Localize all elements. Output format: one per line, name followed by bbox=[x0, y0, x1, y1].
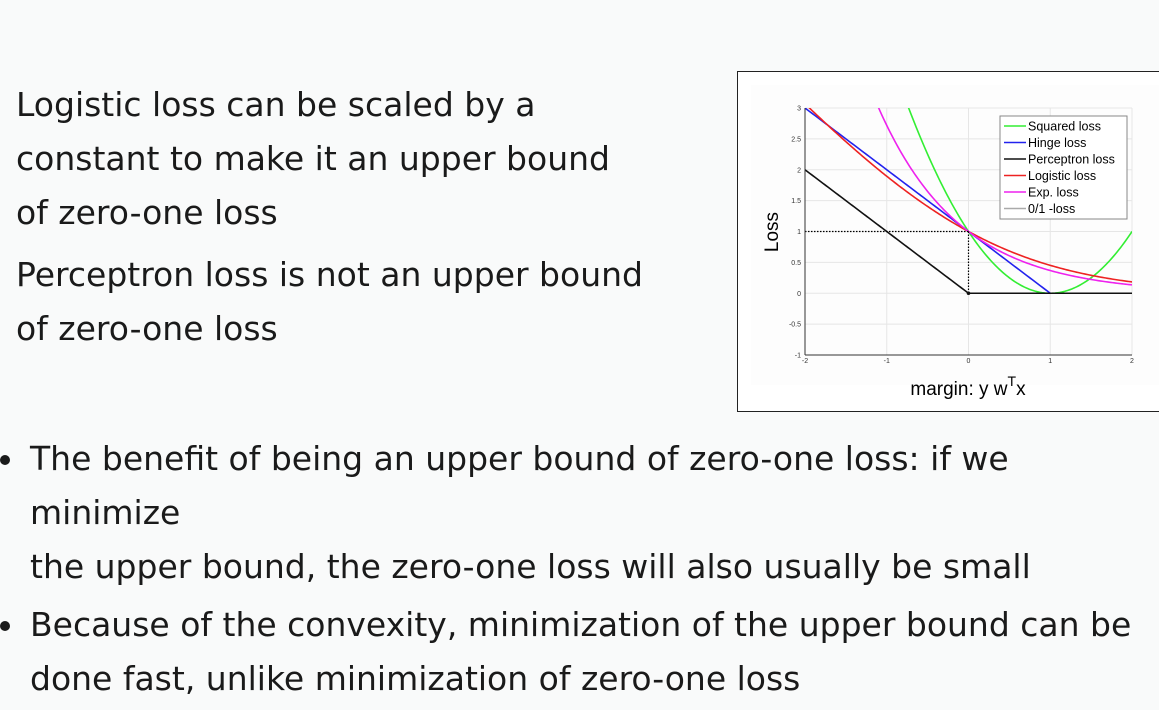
bullet-line: done fast, unlike minimization of zero-o… bbox=[30, 659, 801, 698]
note-logistic: Logistic loss can be scaled by a constan… bbox=[16, 78, 716, 240]
x-tick-label: -1 bbox=[884, 358, 890, 365]
legend-label: 0/1 -loss bbox=[1028, 202, 1075, 216]
note-line: of zero-one loss bbox=[16, 309, 278, 348]
y-tick-label: -0.5 bbox=[789, 322, 801, 329]
bullet-dot bbox=[0, 455, 10, 465]
x-axis-label-sup: T bbox=[1008, 373, 1017, 389]
y-tick-label: -1 bbox=[795, 353, 801, 360]
legend-label: Perceptron loss bbox=[1028, 153, 1115, 167]
y-axis-label: Loss bbox=[762, 212, 783, 252]
loss-figure: -2 -1 0 1 2 -1 -0.5 0 0.5 1 1.5 2 2.5 3 Squared loss H… bbox=[737, 71, 1159, 412]
bullet-list: The benefit of being an upper bound of z… bbox=[0, 432, 1159, 710]
bullet-line: The benefit of being an upper bound of z… bbox=[30, 439, 1009, 532]
note-line: of zero-one loss bbox=[16, 193, 278, 232]
bullet-line: the upper bound, the zero-one loss will … bbox=[30, 547, 1031, 586]
y-tick-label: 3 bbox=[797, 106, 801, 113]
x-axis-label-suffix: x bbox=[1016, 379, 1026, 400]
tick-labels: -2 -1 0 1 2-1-0.500.511.522.53 bbox=[789, 106, 1134, 366]
left-notes: Logistic loss can be scaled by a constan… bbox=[16, 78, 716, 364]
x-axis-label: margin: y wTx bbox=[910, 373, 1026, 400]
legend-label: Squared loss bbox=[1028, 120, 1101, 134]
x-axis-label-main: margin: y w bbox=[910, 379, 1007, 400]
y-tick-label: 2 bbox=[797, 167, 801, 174]
legend-label: Exp. loss bbox=[1028, 186, 1079, 200]
curves bbox=[805, 108, 1132, 296]
legend: Squared loss Hinge loss Perceptron loss Log… bbox=[999, 115, 1128, 220]
x-tick-label: 1 bbox=[1048, 358, 1052, 365]
y-tick-label: 1.5 bbox=[791, 198, 801, 205]
legend-label: Logistic loss bbox=[1028, 169, 1096, 183]
note-perceptron: Perceptron loss is not an upper bound of… bbox=[16, 248, 716, 356]
bullet-line: Because of the convexity, minimization o… bbox=[30, 605, 1132, 644]
y-tick-label: 0 bbox=[797, 291, 801, 298]
x-tick-label: 0 bbox=[967, 358, 971, 365]
y-tick-label: 1 bbox=[797, 229, 801, 236]
x-tick-label: 2 bbox=[1130, 358, 1134, 365]
note-line: Perceptron loss is not an upper bound bbox=[16, 255, 643, 294]
legend-box bbox=[999, 115, 1128, 220]
y-tick-label: 0.5 bbox=[791, 260, 801, 267]
x-tick-label: -2 bbox=[802, 358, 808, 365]
loss-chart: -2 -1 0 1 2-1-0.500.511.522.53 Squared lossH… bbox=[751, 85, 1159, 400]
note-line: Logistic loss can be scaled by a bbox=[16, 85, 536, 124]
bullet-dot bbox=[0, 621, 10, 631]
perceptron-kink-point bbox=[966, 291, 971, 296]
legend-label: Hinge loss bbox=[1028, 136, 1086, 150]
bullet-upper-bound: The benefit of being an upper bound of z… bbox=[0, 432, 1159, 594]
note-line: constant to make it an upper bound bbox=[16, 139, 610, 178]
axes bbox=[804, 108, 1132, 356]
y-tick-label: 2.5 bbox=[791, 136, 801, 143]
